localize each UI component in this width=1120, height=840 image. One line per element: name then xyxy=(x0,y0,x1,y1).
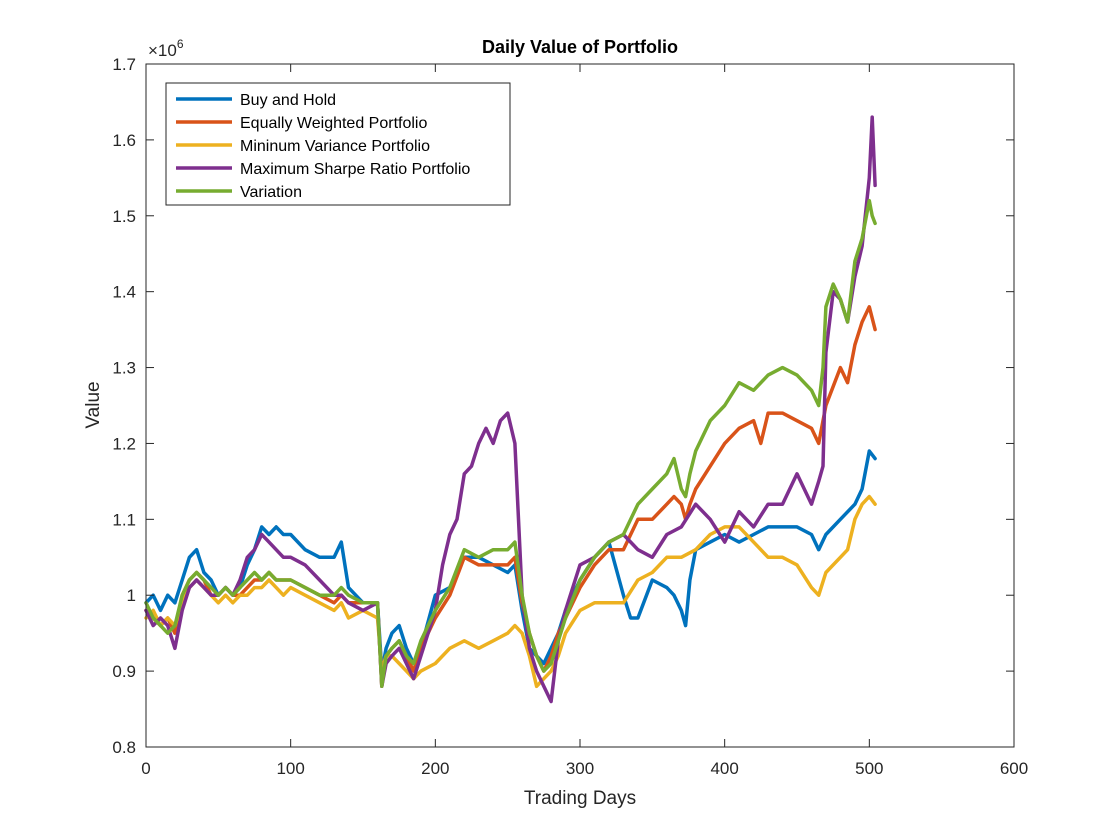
y-tick-label: 1.3 xyxy=(112,359,136,378)
x-axis-ticks: 0 100 200 300 400 500 600 xyxy=(141,64,1028,778)
chart-title: Daily Value of Portfolio xyxy=(482,37,678,57)
series-line-3 xyxy=(144,115,877,704)
x-tick-label: 0 xyxy=(141,759,150,778)
legend-label: Mininum Variance Portfolio xyxy=(240,138,430,155)
x-tick-label: 600 xyxy=(1000,759,1028,778)
x-tick-label: 300 xyxy=(566,759,594,778)
series-layer xyxy=(144,115,877,704)
x-tick-label: 200 xyxy=(421,759,449,778)
y-tick-label: 0.9 xyxy=(112,662,136,681)
y-tick-label: 1.1 xyxy=(112,510,136,529)
series-line-4 xyxy=(144,198,877,689)
legend-label: Variation xyxy=(240,184,302,201)
x-tick-label: 500 xyxy=(855,759,883,778)
y-axis-title: Value xyxy=(83,381,104,428)
y-axis-exponent: ×106 xyxy=(148,37,184,60)
x-tick-label: 400 xyxy=(710,759,738,778)
y-tick-label: 1.5 xyxy=(112,207,136,226)
legend-label: Buy and Hold xyxy=(240,92,336,109)
y-tick-label: 0.8 xyxy=(112,738,136,757)
x-axis-title: Trading Days xyxy=(524,788,636,809)
y-tick-label: 1.7 xyxy=(112,55,136,74)
legend: Buy and Hold Equally Weighted Portfolio Mi… xyxy=(165,82,511,206)
legend-label: Maximum Sharpe Ratio Portfolio xyxy=(240,161,470,178)
y-tick-label: 1 xyxy=(127,586,136,605)
y-tick-label: 1.6 xyxy=(112,131,136,150)
y-tick-label: 1.2 xyxy=(112,434,136,453)
series-line-2 xyxy=(144,494,877,689)
legend-items: Buy and Hold Equally Weighted Portfolio Mi… xyxy=(176,92,470,201)
y-tick-label: 1.4 xyxy=(112,283,136,302)
legend-label: Equally Weighted Portfolio xyxy=(240,115,427,132)
x-tick-label: 100 xyxy=(276,759,304,778)
y-axis-ticks: 0.8 0.9 1 1.1 1.2 1.3 1.4 1.5 1.6 1.7 xyxy=(112,55,1014,757)
